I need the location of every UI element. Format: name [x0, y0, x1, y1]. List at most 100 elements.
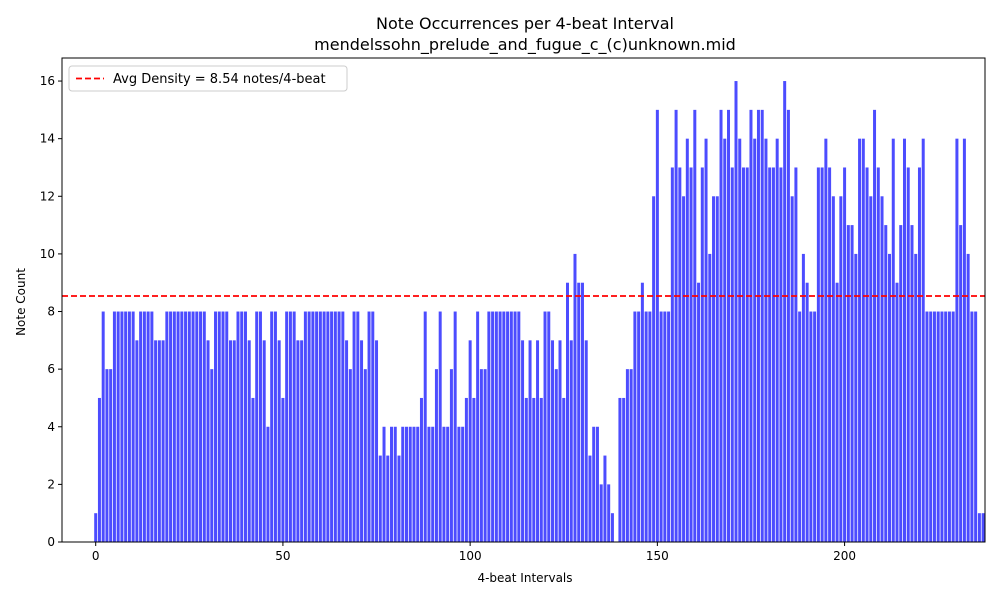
bar-11: [135, 340, 139, 542]
bar-144: [633, 311, 637, 542]
bar-29: [202, 311, 206, 542]
bar-205: [861, 138, 865, 542]
bar-3: [105, 369, 109, 542]
bar-221: [921, 138, 925, 542]
legend: Avg Density = 8.54 notes/4-beat: [68, 65, 348, 92]
y-axis-ticks: 0 2 4 6 8 10 12 14 16: [40, 74, 62, 549]
bar-123: [554, 369, 558, 542]
bar-129: [577, 282, 581, 542]
bar-73: [367, 311, 371, 542]
bar-199: [839, 196, 843, 543]
bar-95: [449, 369, 453, 542]
bar-52: [288, 311, 292, 542]
bar-149: [652, 196, 656, 543]
bar-40: [243, 311, 247, 542]
bar-33: [217, 311, 221, 542]
bar-194: [820, 167, 824, 542]
bar-158: [685, 138, 689, 542]
x-tick-label: 0: [92, 549, 100, 563]
bar-163: [704, 138, 708, 542]
bar-148: [648, 311, 652, 542]
bar-204: [858, 138, 862, 542]
x-axis-ticks: 0 50 100 150 200: [92, 542, 856, 563]
bar-175: [749, 109, 753, 542]
bar-120: [543, 311, 547, 542]
bar-237: [981, 513, 985, 542]
bar-114: [521, 340, 525, 542]
bar-23: [180, 311, 184, 542]
bar-173: [741, 167, 745, 542]
bar-53: [292, 311, 296, 542]
bar-97: [457, 426, 461, 542]
bar-132: [588, 455, 592, 542]
bar-32: [214, 311, 218, 542]
bar-2: [101, 311, 105, 542]
bar-0: [94, 513, 98, 542]
bar-84: [408, 426, 412, 542]
bar-145: [637, 311, 641, 542]
bar-42: [251, 397, 255, 542]
bar-87: [419, 397, 423, 542]
bar-13: [142, 311, 146, 542]
bar-35: [225, 311, 229, 542]
bar-75: [375, 340, 379, 542]
bar-86: [416, 426, 420, 542]
y-tick-label: 6: [47, 362, 55, 376]
bar-91: [434, 369, 438, 542]
bar-60: [318, 311, 322, 542]
bar-193: [816, 167, 820, 542]
bar-74: [371, 311, 375, 542]
legend-box: [68, 65, 348, 92]
bar-170: [730, 167, 734, 542]
bar-89: [427, 426, 431, 542]
bar-115: [524, 397, 528, 542]
bar-105: [487, 311, 491, 542]
bar-210: [880, 196, 884, 543]
bar-79: [390, 426, 394, 542]
bar-178: [760, 109, 764, 542]
bar-211: [884, 225, 888, 542]
bar-4: [109, 369, 113, 542]
x-tick-label: 50: [275, 549, 290, 563]
bar-208: [873, 109, 877, 542]
bar-15: [150, 311, 154, 542]
bar-76: [378, 455, 382, 542]
bar-112: [513, 311, 517, 542]
bar-69: [352, 311, 356, 542]
bar-191: [809, 311, 813, 542]
bar-168: [723, 138, 727, 542]
bar-94: [446, 426, 450, 542]
bar-165: [712, 196, 716, 543]
bar-220: [917, 167, 921, 542]
bar-43: [255, 311, 259, 542]
legend-entry-average-density: Avg Density = 8.54 notes/4-beat: [113, 72, 326, 87]
bar-188: [798, 311, 802, 542]
bar-51: [285, 311, 289, 542]
bar-202: [850, 225, 854, 542]
x-tick-label: 200: [833, 549, 856, 563]
bar-47: [270, 311, 274, 542]
bar-134: [595, 426, 599, 542]
bar-224: [932, 311, 936, 542]
bar-167: [719, 109, 723, 542]
bar-59: [315, 311, 319, 542]
bar-65: [337, 311, 341, 542]
bar-184: [783, 81, 787, 543]
bar-157: [682, 196, 686, 543]
bar-218: [910, 225, 914, 542]
bar-39: [240, 311, 244, 542]
bar-225: [936, 311, 940, 542]
bar-166: [715, 196, 719, 543]
bar-54: [296, 340, 300, 542]
bar-227: [944, 311, 948, 542]
bar-197: [831, 196, 835, 543]
bar-98: [461, 426, 465, 542]
bar-146: [640, 282, 644, 542]
bar-124: [558, 340, 562, 542]
bar-161: [697, 282, 701, 542]
bar-series: [94, 81, 985, 543]
bar-156: [678, 167, 682, 542]
bar-71: [360, 340, 364, 542]
bar-181: [771, 167, 775, 542]
bar-233: [966, 253, 970, 542]
